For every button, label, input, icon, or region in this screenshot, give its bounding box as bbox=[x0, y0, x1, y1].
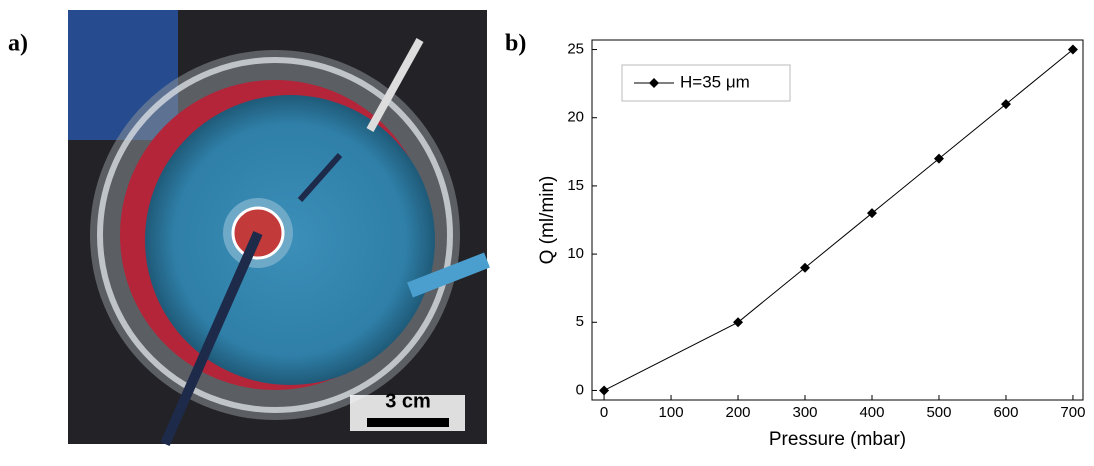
panel-label: a) bbox=[8, 31, 28, 57]
legend-box bbox=[621, 64, 791, 102]
data-point bbox=[866, 208, 877, 219]
data-point bbox=[933, 153, 944, 164]
y-tick-label: 25 bbox=[567, 41, 584, 58]
y-tick-label: 20 bbox=[567, 109, 584, 126]
plot: 0 100 200 300 400 500 600 700 0 5 10 15 20 25 Pressure… bbox=[537, 39, 1085, 450]
scale-bar-label: 3 cm bbox=[385, 390, 431, 412]
x-axis-label: Pressure (mbar) bbox=[769, 429, 906, 450]
panel-label: b) bbox=[505, 31, 526, 57]
data-point bbox=[1067, 44, 1078, 55]
y-tick-label: 10 bbox=[567, 245, 584, 262]
legend-marker bbox=[649, 78, 659, 88]
data-point bbox=[733, 317, 744, 328]
x-tick-label: 0 bbox=[600, 404, 608, 421]
x-tick-label: 200 bbox=[726, 404, 751, 421]
plot-frame bbox=[591, 39, 1084, 401]
data-point bbox=[599, 385, 610, 396]
y-tick-label: 15 bbox=[567, 177, 584, 194]
data-point bbox=[1000, 99, 1011, 110]
photo: 3 cm bbox=[68, 10, 490, 447]
x-tick-label: 300 bbox=[792, 404, 817, 421]
x-tick-label: 500 bbox=[926, 404, 951, 421]
data-point bbox=[800, 262, 811, 273]
y-tick-label: 0 bbox=[576, 381, 584, 398]
x-tick-label: 400 bbox=[859, 404, 884, 421]
scale-bar bbox=[367, 418, 449, 427]
y-tick-label: 5 bbox=[576, 313, 584, 330]
x-tick-label: 100 bbox=[659, 404, 684, 421]
legend-label: H=35 μm bbox=[680, 72, 750, 91]
y-axis-label: Q (ml/min) bbox=[537, 176, 558, 265]
x-tick-label: 600 bbox=[993, 404, 1018, 421]
x-tick-label: 700 bbox=[1060, 404, 1085, 421]
